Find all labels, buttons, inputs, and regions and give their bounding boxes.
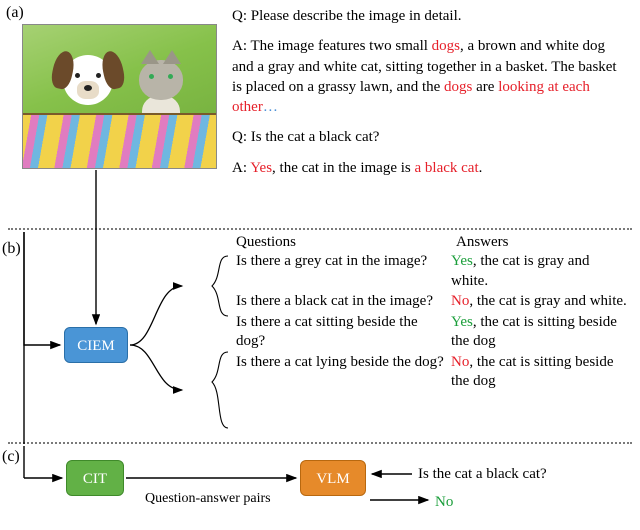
section-c: (c) CIT VLM Question-answer pairs Is the… <box>0 446 640 526</box>
section-b: (b) Questions Answers CIEM Is there a gr… <box>0 232 640 442</box>
vlm-question: Is the cat a black cat? <box>418 466 547 483</box>
qa-row: Is there a cat lying beside the dog?No, … <box>236 353 630 392</box>
label-a: (a) <box>6 4 24 22</box>
a1: A: The image features two small dogs, a … <box>232 36 630 117</box>
section-a: (a) Q: Please describe the image in deta… <box>0 0 640 230</box>
col-a: Answers <box>456 234 509 251</box>
q1: Q: Please describe the image in detail. <box>232 6 630 26</box>
a2: A: Yes, the cat in the image is a black … <box>232 158 630 178</box>
edge-label: Question-answer pairs <box>145 491 271 507</box>
vlm-node: VLM <box>300 460 366 496</box>
divider-bc <box>8 442 632 444</box>
qa-block-a: Q: Please describe the image in detail. … <box>232 6 630 188</box>
qa-grid: Is there a grey cat in the image?Yes, th… <box>236 252 630 393</box>
q2: Q: Is the cat a black cat? <box>232 127 630 147</box>
label-b: (b) <box>2 240 21 258</box>
divider-ab <box>8 228 632 230</box>
qa-row: Is there a cat sitting beside the dog?Ye… <box>236 313 630 352</box>
vlm-answer: No <box>435 494 453 511</box>
qa-row: Is there a black cat in the image?No, th… <box>236 292 630 312</box>
col-q: Questions <box>236 234 296 251</box>
qa-row: Is there a grey cat in the image?Yes, th… <box>236 252 630 291</box>
example-photo <box>22 24 217 169</box>
label-c: (c) <box>2 448 20 466</box>
ciem-node: CIEM <box>64 327 128 363</box>
cit-node: CIT <box>66 460 124 496</box>
